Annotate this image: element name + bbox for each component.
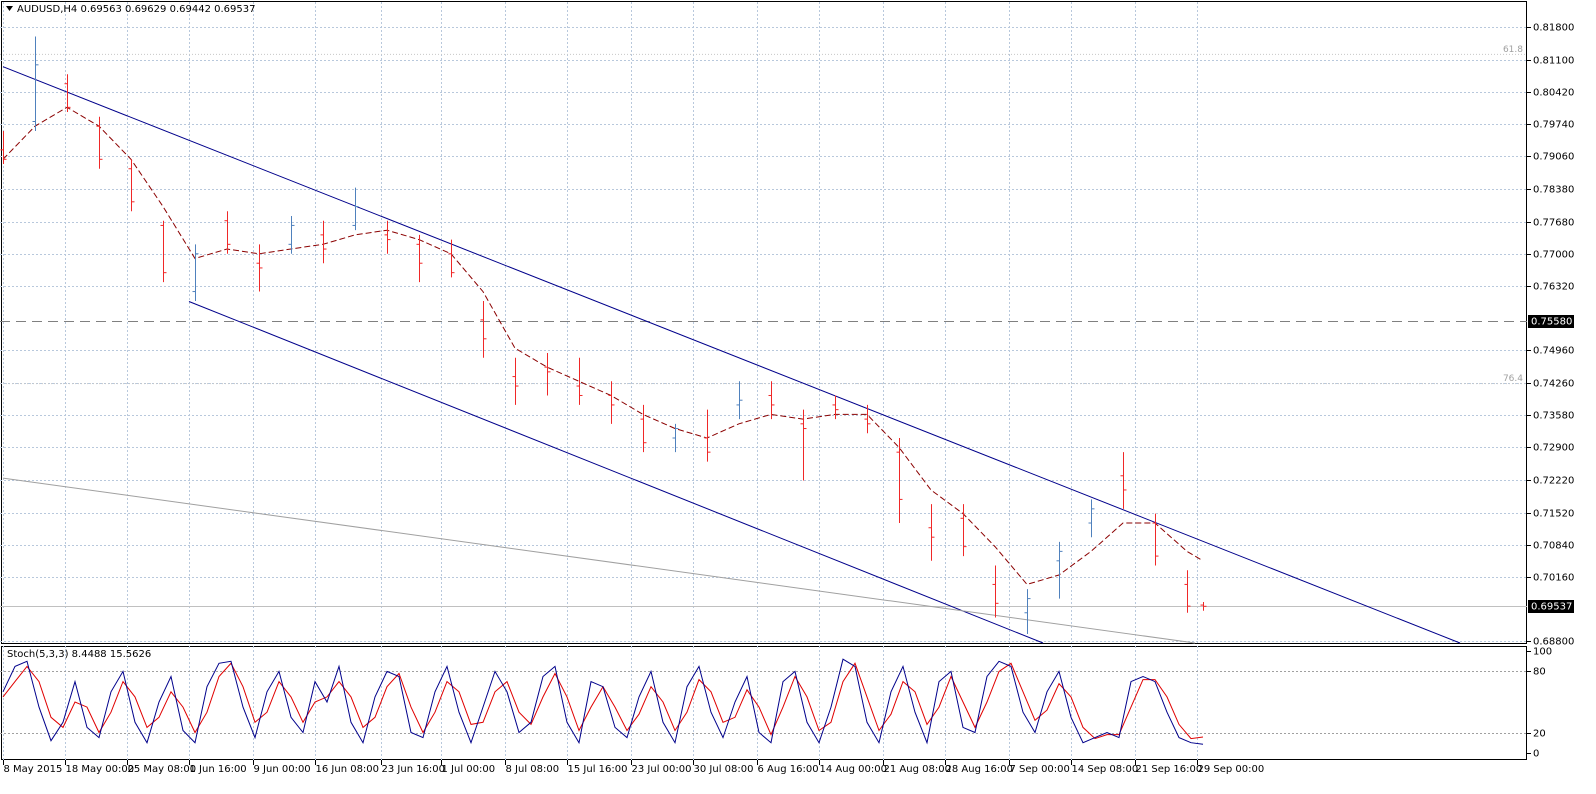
y-tick-label: 0.76320 — [1533, 282, 1574, 293]
x-tick-label: 23 Jul 00:00 — [632, 764, 692, 775]
last-open: 0.69563 — [80, 4, 121, 15]
y-tick-label: 0.79740 — [1533, 120, 1574, 131]
x-tick-label: 7 Sep 00:00 — [1010, 764, 1070, 775]
x-tick-label: 9 Jun 00:00 — [254, 764, 311, 775]
x-tick-label: 14 Aug 00:00 — [820, 764, 887, 775]
last-high: 0.69629 — [125, 4, 166, 15]
menu-triangle — [6, 6, 13, 11]
x-tick-label: 8 May 2015 — [4, 764, 63, 775]
fib-level-label: 61.8 — [1503, 45, 1523, 55]
y-tick-label: 0.68800 — [1533, 637, 1574, 648]
x-tick-label: 16 Jun 08:00 — [316, 764, 380, 775]
y-tick-label: 0.72900 — [1533, 443, 1574, 454]
y-tick-label: 20 — [1533, 729, 1546, 740]
price-label-box — [1528, 315, 1574, 328]
last-close: 0.69537 — [214, 4, 255, 15]
y-tick-label: 0.70840 — [1533, 541, 1574, 552]
y-tick-label: 100 — [1533, 647, 1552, 658]
x-tick-label: 21 Aug 08:00 — [884, 764, 951, 775]
stoch-title: Stoch(5,3,3) — [7, 649, 69, 660]
y-tick-label: 0.81100 — [1533, 56, 1574, 67]
price-label: 0.69537 — [1531, 602, 1572, 613]
stoch-header: Stoch(5,3,3) 8.4488 15.5626 — [7, 649, 151, 660]
trendline — [2, 66, 1461, 644]
trendline — [188, 301, 1044, 644]
x-tick-label: 8 Jul 08:00 — [506, 764, 560, 775]
y-tick-label: 0.74960 — [1533, 346, 1574, 357]
x-tick-label: 15 Jul 16:00 — [568, 764, 628, 775]
y-tick-label: 0.74260 — [1533, 379, 1574, 390]
y-tick-label: 0.79060 — [1533, 152, 1574, 163]
y-tick-label: 0 — [1533, 749, 1539, 760]
last-low: 0.69442 — [170, 4, 211, 15]
y-tick-label: 0.73580 — [1533, 411, 1574, 422]
price-label-box — [1528, 600, 1574, 613]
y-tick-label: 0.80420 — [1533, 88, 1574, 99]
y-tick-label: 0.77000 — [1533, 250, 1574, 261]
fib-level-label: 76.4 — [1503, 374, 1523, 384]
stoch-main-last: 8.4488 — [72, 649, 107, 660]
x-tick-label: 29 Sep 00:00 — [1198, 764, 1265, 775]
trendline — [2, 477, 1196, 644]
y-tick-label: 0.70160 — [1533, 573, 1574, 584]
y-tick-label: 80 — [1533, 667, 1546, 678]
price-header: AUDUSD,H4 0.69563 0.69629 0.69442 0.6953… — [17, 4, 255, 15]
symbol-label: AUDUSD,H4 — [17, 4, 77, 15]
x-tick-label: 6 Aug 16:00 — [758, 764, 819, 775]
stoch-pane-frame — [1, 646, 1527, 760]
x-tick-label: 23 Jun 16:00 — [382, 764, 446, 775]
x-tick-label: 18 May 00:00 — [66, 764, 135, 775]
price-label: 0.75580 — [1531, 317, 1572, 328]
y-tick-label: 0.81800 — [1533, 23, 1574, 34]
x-tick-label: 1 Jun 16:00 — [190, 764, 247, 775]
x-tick-label: 28 Aug 16:00 — [946, 764, 1013, 775]
x-tick-label: 21 Sep 16:00 — [1136, 764, 1203, 775]
y-tick-label: 0.78380 — [1533, 185, 1574, 196]
y-tick-label: 0.72220 — [1533, 476, 1574, 487]
x-tick-label: 1 Jul 00:00 — [442, 764, 496, 775]
x-tick-label: 25 May 08:00 — [128, 764, 197, 775]
y-tick-label: 0.77680 — [1533, 218, 1574, 229]
stoch-signal-last: 15.5626 — [110, 649, 151, 660]
price-pane-frame — [1, 1, 1527, 644]
x-tick-label: 14 Sep 08:00 — [1072, 764, 1139, 775]
y-tick-label: 0.71520 — [1533, 509, 1574, 520]
x-tick-label: 30 Jul 08:00 — [694, 764, 754, 775]
stoch-main — [2, 658, 1204, 745]
